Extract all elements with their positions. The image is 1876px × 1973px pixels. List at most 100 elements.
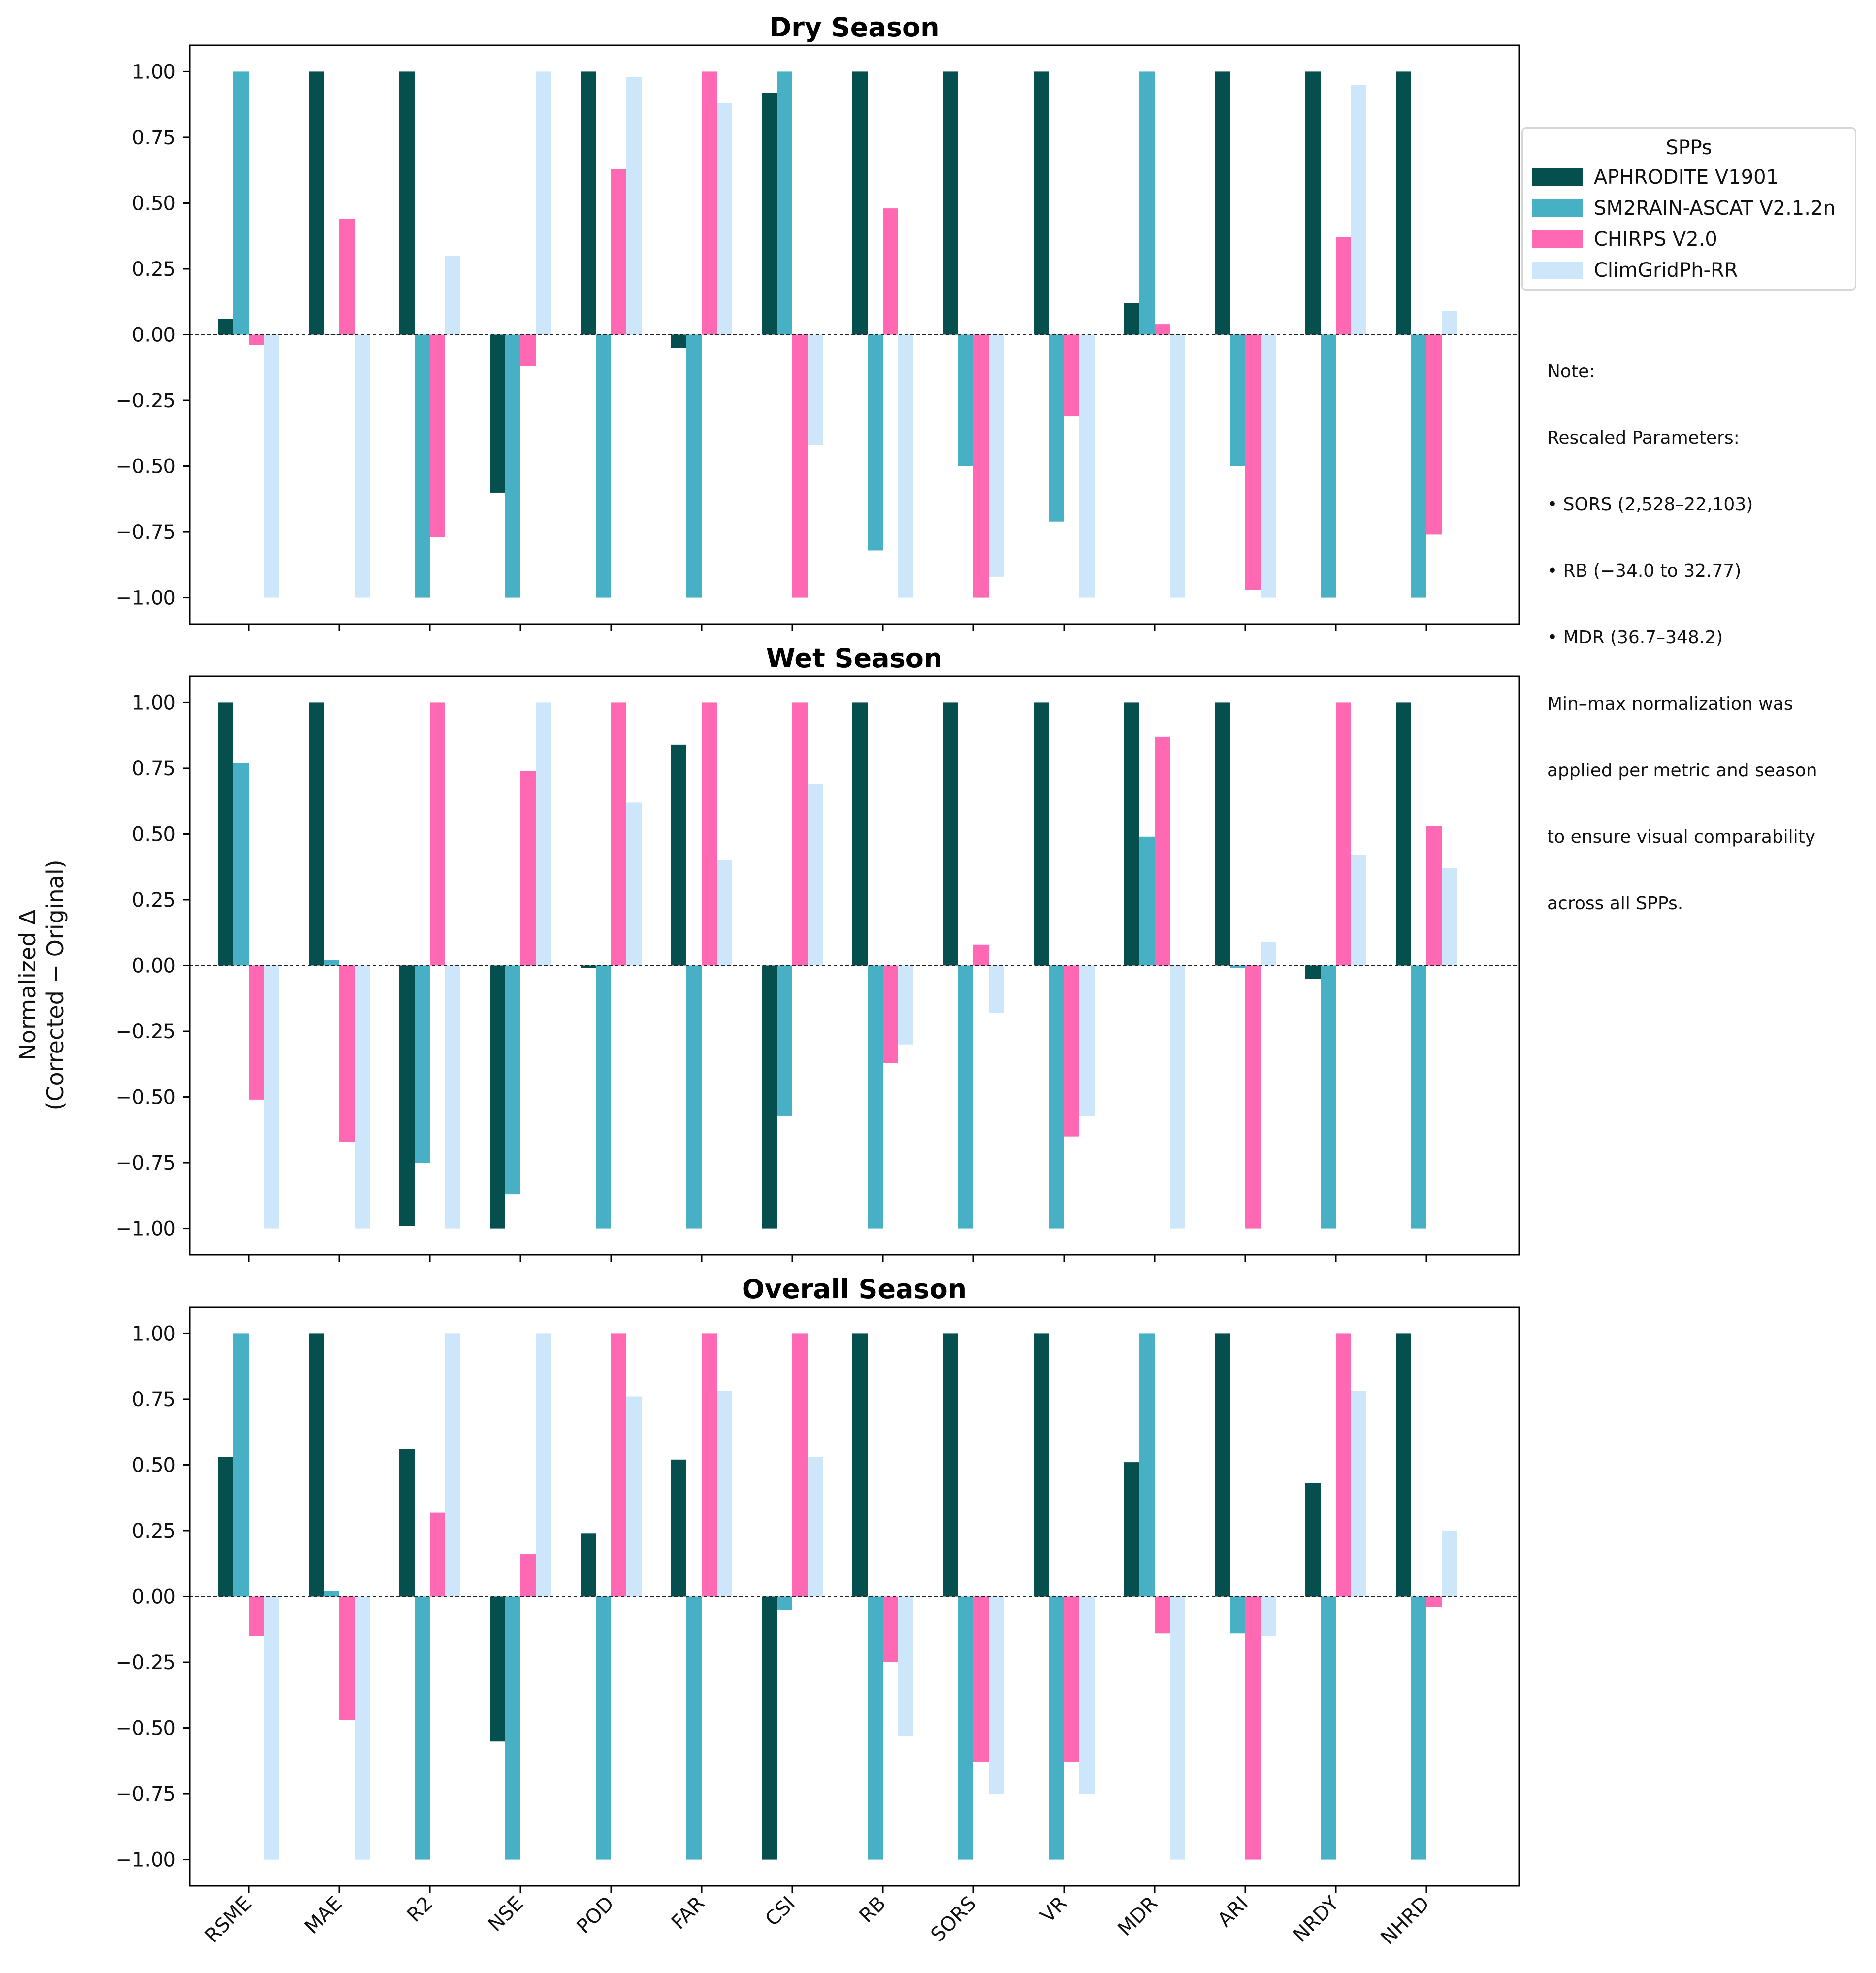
bar (973, 944, 989, 966)
y-tick-label: −0.50 (115, 456, 176, 478)
bar (626, 802, 642, 966)
bar (762, 93, 777, 335)
bar (1049, 965, 1064, 1229)
y-axis-label-line2: (Corrected − Original) (42, 859, 68, 1110)
bar (989, 965, 1004, 1013)
bar (1230, 334, 1245, 466)
note-line: Note: (1547, 362, 1595, 382)
y-tick-label: −0.25 (115, 390, 176, 412)
bar (671, 1459, 686, 1597)
legend-swatch-climgridph (1532, 262, 1583, 279)
y-tick-label: 0.50 (132, 823, 176, 846)
bar (808, 334, 823, 445)
note-line: Rescaled Parameters: (1547, 428, 1740, 448)
bar (490, 334, 505, 493)
bar (415, 1596, 430, 1860)
bar (1034, 1333, 1049, 1597)
bar (1230, 965, 1245, 968)
bar (777, 965, 792, 1116)
bar (1426, 1596, 1442, 1607)
bar (399, 965, 415, 1226)
bar (1215, 71, 1230, 335)
bar (792, 702, 808, 966)
legend-label-chirps: CHIRPS V2.0 (1594, 228, 1717, 251)
note-line: • SORS (2,528–22,103) (1547, 494, 1753, 515)
bar (611, 1333, 626, 1597)
bar (249, 1596, 264, 1636)
bar (868, 1596, 883, 1860)
bar (1411, 965, 1426, 1229)
bar (626, 1396, 642, 1597)
bar (1155, 324, 1170, 335)
bar (1170, 334, 1185, 598)
y-tick-label: 1.00 (132, 61, 176, 83)
y-tick-label: 1.00 (132, 1322, 176, 1345)
bar (445, 256, 460, 335)
note-line: across all SPPs. (1547, 893, 1683, 914)
y-tick-label: −0.50 (115, 1717, 176, 1740)
bar (958, 1596, 973, 1860)
legend: SPPs APHRODITE V1901 SM2RAIN-ASCAT V2.1.… (1521, 127, 1856, 291)
bar (1351, 85, 1366, 335)
bar (264, 965, 279, 1229)
bar (671, 334, 686, 348)
panel-2: Wet Season 1.00 0.75 0.50 0.25 0.00 −0.25 −0.50… (115, 643, 1520, 1262)
y-tick-label: −0.75 (115, 1783, 176, 1806)
bar (1245, 1596, 1261, 1860)
legend-item-climgridph: ClimGridPh-RR (1532, 258, 1738, 283)
x-tick-label: MDR (1114, 1892, 1162, 1940)
bar (536, 1333, 551, 1597)
bar (490, 965, 505, 1229)
bar (686, 334, 702, 598)
y-tick-label: −1.00 (115, 1849, 176, 1872)
y-tick-label: 0.50 (132, 1454, 176, 1477)
bar (626, 77, 642, 335)
bar (1396, 1333, 1411, 1597)
bar (1139, 71, 1155, 335)
bar (581, 965, 596, 968)
bar (777, 71, 792, 335)
y-tick-label: 0.00 (132, 324, 176, 347)
bar (702, 71, 717, 335)
bar (1336, 237, 1351, 335)
note-line: Min–max normalization was (1547, 694, 1793, 714)
bar (430, 1512, 445, 1597)
bar (355, 965, 370, 1229)
bar (1336, 1333, 1351, 1597)
bar (671, 744, 686, 966)
bar (264, 334, 279, 598)
x-tick-label: VR (1036, 1892, 1072, 1928)
bar (249, 965, 264, 1100)
bar (536, 71, 551, 335)
bar (717, 860, 732, 966)
panel-1: Dry Season 1.00 0.75 0.50 0.25 0.00 −0.25 −0.50… (115, 12, 1520, 631)
bar (324, 960, 339, 966)
bar (1426, 826, 1442, 966)
bar (1170, 1596, 1185, 1860)
bar (1079, 1596, 1095, 1794)
bar (1442, 1530, 1457, 1597)
bar (1442, 311, 1457, 335)
panel-title: Wet Season (766, 643, 943, 674)
bar (1261, 334, 1276, 598)
bar (868, 965, 883, 1229)
bar (958, 965, 973, 1229)
bar (852, 702, 868, 966)
bar (852, 71, 868, 335)
bar (868, 334, 883, 551)
bar (1261, 1596, 1276, 1636)
bar (233, 71, 249, 335)
bar (1396, 71, 1411, 335)
bar (596, 334, 611, 598)
bar (1079, 965, 1095, 1116)
y-tick-label: 1.00 (132, 691, 176, 714)
bar (355, 334, 370, 598)
legend-swatch-chirps (1532, 230, 1583, 248)
bar (1230, 1596, 1245, 1634)
y-tick-label: 0.25 (132, 258, 176, 281)
bar (218, 319, 233, 335)
bar (596, 965, 611, 1229)
bar (536, 702, 551, 966)
bar (943, 71, 958, 335)
bar (355, 1596, 370, 1860)
